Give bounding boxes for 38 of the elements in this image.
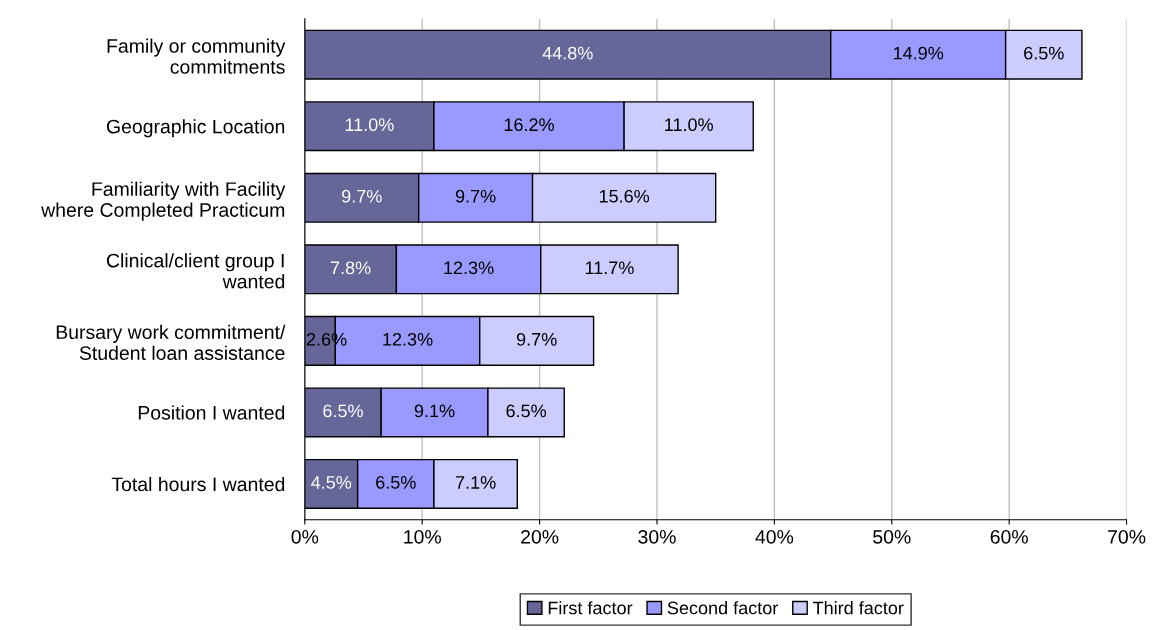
data-label: 7.8% — [330, 261, 371, 275]
x-tick-label: 30% — [638, 529, 676, 544]
x-tick-label: 70% — [1108, 529, 1146, 544]
y-tick-label: Total hours I wanted — [111, 476, 285, 492]
data-label: 15.6% — [599, 189, 650, 203]
y-tick-label: Clinical/client group I wanted — [106, 253, 285, 289]
data-label: 6.5% — [1024, 46, 1064, 60]
data-label: 12.3% — [444, 261, 494, 275]
x-tick-label: 60% — [990, 529, 1028, 544]
data-label: 7.1% — [455, 476, 496, 489]
data-label: 6.5% — [506, 404, 547, 418]
x-tick-label: 50% — [873, 529, 911, 544]
legend-label: Second factor — [667, 601, 778, 615]
x-tick-label: 0% — [291, 529, 319, 544]
x-tick-label: 40% — [755, 529, 794, 544]
data-label: 11.0% — [665, 118, 713, 132]
x-tick-label: 20% — [521, 529, 559, 544]
legend-label: First factor — [548, 601, 633, 615]
y-tick-label: Bursary work commitment/ Student loan assistance — [56, 324, 286, 360]
y-tick-label: Familiarity with Facility where Completed Practicum — [41, 181, 286, 221]
data-label: 9.7% — [516, 332, 557, 346]
data-label: 6.5% — [376, 476, 416, 489]
data-label: 9.7% — [342, 189, 382, 203]
data-label: 44.8% — [542, 46, 593, 60]
data-label: 9.7% — [455, 189, 496, 203]
x-tick-label: 10% — [404, 529, 441, 544]
y-tick-label: Geographic Location — [106, 119, 285, 138]
data-label: 9.1% — [414, 404, 455, 418]
legend-label: Third factor — [813, 601, 904, 615]
data-label: 14.9% — [893, 46, 944, 60]
data-label: 4.5% — [311, 476, 352, 489]
y-tick-label: Position I wanted — [138, 405, 285, 420]
data-label: 6.5% — [323, 404, 363, 418]
y-tick-label: Family or community commitments — [107, 38, 286, 74]
data-label: 11.0% — [345, 118, 394, 132]
data-label: 16.2% — [504, 118, 554, 132]
data-label: 12.3% — [383, 332, 433, 346]
data-label: 11.7% — [585, 261, 634, 275]
